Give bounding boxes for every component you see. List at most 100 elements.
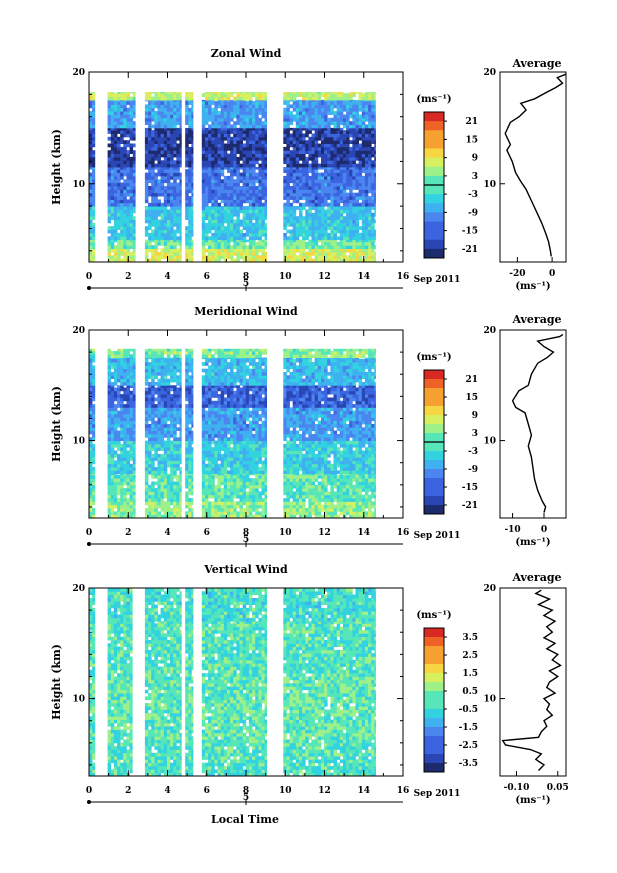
heatmap-cell (258, 186, 262, 190)
heatmap-cell (160, 463, 165, 468)
heatmap-cell (220, 96, 225, 101)
heatmap-cell (126, 93, 130, 97)
heatmap-cell (248, 189, 253, 194)
heatmap-cell (170, 93, 174, 97)
heatmap-cell (311, 107, 315, 112)
heatmap-cell (314, 229, 319, 234)
heatmap-cell (132, 189, 136, 194)
heatmap-cell (201, 232, 206, 237)
heatmap-cell (289, 140, 294, 144)
heatmap-cell (160, 216, 165, 220)
heatmap-cell (154, 140, 158, 144)
heatmap-cell (89, 385, 93, 388)
heatmap-cell (110, 397, 115, 402)
heatmap-cell (261, 146, 265, 151)
heatmap-cell (205, 206, 209, 210)
heatmap-cell (151, 410, 155, 415)
heatmap-cell (160, 368, 165, 373)
heatmap-cell (211, 222, 215, 227)
heatmap-cell (176, 163, 180, 168)
heatmap-cell (89, 196, 93, 200)
heatmap-cell (214, 92, 218, 94)
heatmap-cell (342, 93, 347, 97)
heatmap-cell (154, 186, 158, 190)
heatmap-cell (239, 255, 243, 260)
heatmap-cell (245, 172, 250, 177)
heatmap-cell (144, 196, 149, 200)
heatmap-cell (305, 93, 309, 97)
heatmap-cell (166, 121, 171, 125)
heatmap-cell (252, 124, 256, 129)
heatmap-cell (255, 192, 259, 197)
heatmap-cell (157, 504, 161, 509)
heatmap-cell (223, 241, 228, 246)
heatmap-cell (236, 258, 240, 263)
heatmap-cell (110, 394, 115, 398)
heatmap-cell (364, 189, 369, 194)
heatmap-cell (148, 236, 152, 241)
heatmap-cell (173, 199, 177, 204)
heatmap-cell (123, 251, 127, 256)
heatmap-cell (110, 473, 115, 476)
heatmap-cell (374, 232, 376, 237)
heatmap-cell (317, 111, 322, 115)
heatmap-cell (176, 107, 180, 112)
heatmap-cell (89, 251, 93, 256)
heatmap-cell (236, 92, 240, 94)
heatmap-cell (258, 216, 262, 220)
heatmap-cell (144, 232, 149, 237)
heatmap-cell (170, 156, 174, 161)
heatmap-cell (126, 440, 130, 445)
heatmap-cell (185, 99, 189, 102)
heatmap-cell (371, 175, 375, 180)
heatmap-cell (333, 186, 337, 190)
heatmap-cell (217, 182, 221, 187)
heatmap-cell (144, 156, 149, 161)
heatmap-cell (173, 216, 177, 220)
heatmap-cell (361, 232, 366, 237)
heatmap-cell (113, 169, 118, 173)
heatmap-cell (113, 390, 118, 395)
heatmap-cell (205, 172, 209, 177)
heatmap-cell (201, 248, 206, 253)
heatmap-cell (160, 348, 165, 352)
heatmap-cell (342, 153, 347, 158)
heatmap-cell (117, 387, 121, 392)
heatmap-cell (191, 104, 194, 109)
heatmap-cell (368, 169, 372, 173)
heatmap-cell (157, 111, 161, 115)
heatmap-cell (327, 156, 331, 161)
heatmap-cell (176, 258, 180, 263)
heatmap-cell (117, 255, 121, 260)
heatmap-cell (245, 130, 250, 134)
heatmap-cell (117, 351, 121, 355)
heatmap-cell (255, 127, 259, 131)
heatmap-cell (157, 463, 161, 468)
heatmap-cell (352, 216, 356, 220)
heatmap-cell (191, 219, 194, 224)
heatmap-cell (170, 96, 174, 101)
heatmap-cell (144, 365, 149, 370)
heatmap-cell (160, 440, 165, 445)
heatmap-cell (89, 202, 93, 207)
heatmap-cell (227, 202, 231, 207)
heatmap-cell (252, 229, 256, 234)
heatmap-cell (89, 424, 93, 428)
heatmap-cell (123, 229, 127, 234)
heatmap-cell (148, 189, 152, 194)
heatmap-cell (148, 417, 152, 422)
heatmap-cell (129, 104, 134, 109)
heatmap-cell (371, 111, 375, 115)
heatmap-cell (110, 245, 115, 249)
heatmap-cell (346, 93, 350, 97)
heatmap-cell (191, 117, 194, 122)
heatmap-cell (227, 96, 231, 101)
heatmap-cell (233, 167, 237, 170)
heatmap-cell (330, 107, 334, 112)
heatmap-cell (176, 248, 180, 253)
heatmap-cell (208, 255, 212, 260)
heatmap-cell (339, 239, 344, 243)
heatmap-cell (144, 488, 149, 492)
heatmap-cell (132, 365, 136, 370)
heatmap-cell (299, 111, 303, 115)
